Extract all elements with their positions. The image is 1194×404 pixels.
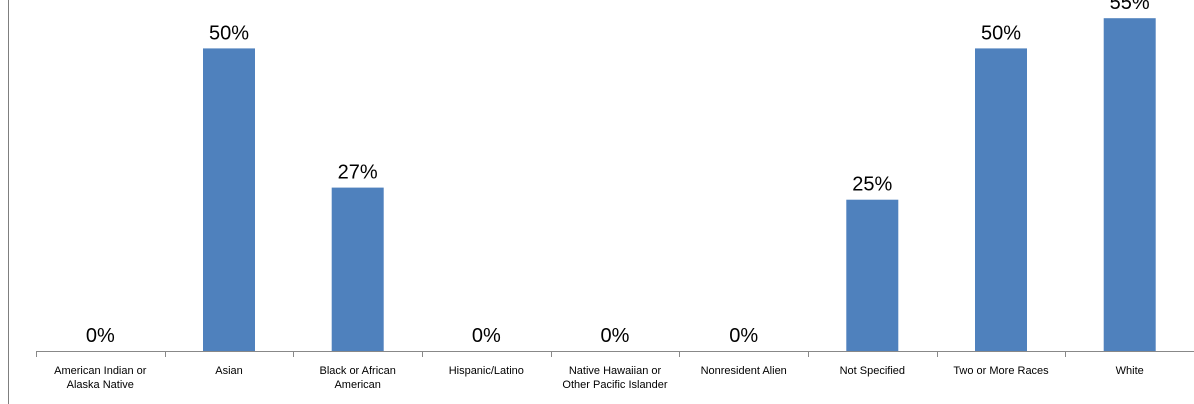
- category-labels-group: American Indian or Alaska Native Asian Blac…: [54, 365, 1144, 391]
- bar: [331, 187, 384, 351]
- category-label-line: Two or More Races: [953, 365, 1049, 377]
- data-label: 0%: [472, 325, 501, 347]
- x-axis-ticks-group: [36, 351, 1066, 357]
- data-label: 0%: [729, 325, 758, 347]
- data-label: 50%: [209, 22, 249, 44]
- category-label-line: Black or African: [319, 365, 395, 377]
- category-label: Hispanic/Latino: [449, 365, 524, 377]
- bars-group: [203, 18, 1156, 352]
- category-label-line: American Indian or: [54, 365, 147, 377]
- category-label: Two or More Races: [953, 365, 1049, 377]
- category-label: White: [1116, 365, 1144, 377]
- category-label-line: Asian: [215, 365, 243, 377]
- bar: [975, 48, 1027, 352]
- data-label: 25%: [852, 174, 892, 196]
- data-label: 27%: [338, 162, 378, 184]
- category-label-line: Other Pacific Islander: [562, 379, 667, 391]
- category-label-line: Hispanic/Latino: [449, 365, 524, 377]
- data-label: 0%: [601, 325, 630, 347]
- category-label: Black or African American: [319, 365, 395, 391]
- category-label: Asian: [215, 365, 243, 377]
- value-labels-group: 0% 50% 27% 0% 0% 0% 25% 50% 55%: [86, 0, 1150, 347]
- bar: [846, 199, 899, 351]
- category-label-line: Alaska Native: [67, 379, 134, 391]
- category-label-line: Nonresident Alien: [701, 365, 787, 377]
- category-label: American Indian or Alaska Native: [54, 365, 147, 391]
- category-label-line: Not Specified: [840, 365, 905, 377]
- category-label-line: Native Hawaiian or: [569, 365, 662, 377]
- category-label: Nonresident Alien: [701, 365, 787, 377]
- bar: [1103, 18, 1156, 351]
- bar: [203, 48, 255, 352]
- category-label-line: White: [1116, 365, 1144, 377]
- category-label: Not Specified: [840, 365, 905, 377]
- category-label-line: American: [334, 379, 380, 391]
- data-label: 55%: [1110, 0, 1150, 14]
- data-label: 0%: [86, 325, 115, 347]
- category-label: Native Hawaiian or Other Pacific Islander: [562, 365, 667, 391]
- data-label: 50%: [981, 22, 1021, 44]
